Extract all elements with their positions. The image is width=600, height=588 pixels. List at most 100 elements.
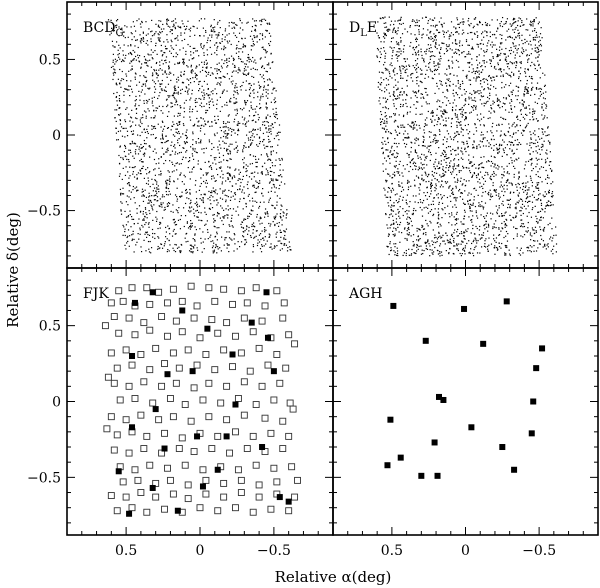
star-dot bbox=[170, 72, 172, 74]
star-dot bbox=[150, 201, 153, 203]
star-dot bbox=[399, 224, 401, 226]
star-dot bbox=[453, 177, 455, 179]
star-dot bbox=[387, 196, 389, 198]
star-dot bbox=[195, 98, 197, 100]
star-dot bbox=[405, 99, 407, 101]
star-dot bbox=[124, 88, 127, 90]
star-dot bbox=[510, 141, 513, 143]
star-dot bbox=[272, 205, 274, 207]
star-dot bbox=[455, 43, 457, 45]
star-dot bbox=[146, 236, 148, 238]
star-dot bbox=[114, 72, 117, 74]
star-dot bbox=[530, 177, 532, 179]
star-dot bbox=[145, 115, 147, 117]
star-dot bbox=[139, 119, 141, 121]
star-dot bbox=[500, 230, 502, 232]
star-dot bbox=[256, 144, 258, 146]
star-dot bbox=[428, 131, 430, 133]
star-dot bbox=[278, 221, 280, 224]
star-dot bbox=[545, 107, 547, 109]
star-dot bbox=[176, 122, 178, 125]
star-dot bbox=[496, 75, 498, 77]
star-dot bbox=[397, 60, 399, 62]
star-dot bbox=[159, 205, 161, 208]
star-dot bbox=[545, 248, 547, 250]
star-dot bbox=[526, 89, 529, 91]
star-dot bbox=[168, 96, 170, 98]
star-dot bbox=[202, 48, 204, 50]
star-dot bbox=[550, 204, 552, 206]
star-dot bbox=[520, 113, 522, 115]
star-dot bbox=[488, 237, 490, 239]
star-dot bbox=[553, 234, 555, 237]
star-dot bbox=[136, 145, 138, 147]
star-dot bbox=[474, 17, 477, 19]
star-dot bbox=[499, 135, 501, 137]
star-dot bbox=[160, 83, 162, 85]
star-dot bbox=[189, 30, 191, 32]
star-dot bbox=[480, 131, 483, 133]
star-dot bbox=[408, 216, 411, 219]
star-dot bbox=[418, 89, 420, 92]
star-dot bbox=[512, 153, 514, 155]
star-dot bbox=[442, 172, 444, 175]
star-dot bbox=[140, 250, 143, 253]
star-dot bbox=[440, 80, 442, 83]
star-dot bbox=[420, 48, 422, 50]
star-dot bbox=[421, 224, 423, 227]
star-dot bbox=[407, 75, 409, 77]
star-dot bbox=[413, 123, 415, 125]
star-dot bbox=[112, 65, 114, 68]
star-dot bbox=[509, 36, 512, 38]
star-dot bbox=[396, 223, 399, 226]
star-dot bbox=[174, 92, 176, 94]
star-dot bbox=[388, 173, 390, 175]
star-dot bbox=[431, 121, 433, 123]
star-dot bbox=[395, 108, 397, 110]
star-dot bbox=[493, 166, 495, 168]
star-dot bbox=[287, 246, 289, 249]
star-dot bbox=[383, 47, 385, 49]
star-dot bbox=[451, 117, 453, 120]
star-dot bbox=[173, 115, 175, 117]
star-dot bbox=[503, 149, 505, 152]
star-dot bbox=[126, 135, 129, 137]
star-dot bbox=[513, 122, 515, 124]
star-dot bbox=[402, 139, 404, 141]
star-dot bbox=[179, 49, 181, 51]
star-dot bbox=[154, 125, 156, 128]
star-dot bbox=[527, 227, 529, 229]
star-dot bbox=[167, 147, 169, 149]
star-dot bbox=[285, 244, 288, 246]
star-dot bbox=[279, 131, 281, 133]
star-dot bbox=[538, 88, 540, 90]
star-dot bbox=[252, 45, 254, 47]
star-dot bbox=[547, 243, 549, 245]
star-dot bbox=[427, 20, 430, 22]
star-dot bbox=[131, 166, 133, 169]
star-dot bbox=[142, 153, 145, 155]
star-dot bbox=[501, 173, 503, 176]
star-dot bbox=[145, 42, 147, 44]
star-dot bbox=[487, 159, 489, 162]
star-dot bbox=[281, 219, 283, 221]
star-dot bbox=[180, 27, 182, 29]
star-dot bbox=[399, 19, 401, 22]
star-dot bbox=[253, 88, 255, 91]
star-dot bbox=[518, 17, 520, 19]
star-dot bbox=[112, 59, 114, 61]
star-dot bbox=[127, 171, 129, 173]
star-dot bbox=[434, 161, 436, 163]
star-dot bbox=[240, 89, 242, 91]
star-dot bbox=[173, 86, 175, 88]
star-dot bbox=[459, 83, 462, 86]
star-dot bbox=[262, 95, 264, 98]
star-dot bbox=[412, 53, 414, 56]
star-dot bbox=[393, 23, 395, 26]
star-dot bbox=[420, 201, 422, 203]
star-dot bbox=[148, 196, 150, 198]
star-dot bbox=[166, 39, 168, 41]
star-dot bbox=[142, 190, 144, 192]
star-dot bbox=[161, 88, 163, 90]
star-dot bbox=[394, 113, 397, 115]
